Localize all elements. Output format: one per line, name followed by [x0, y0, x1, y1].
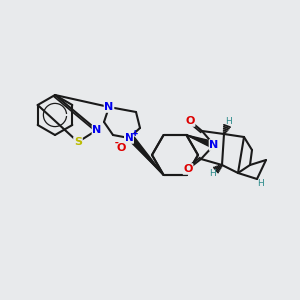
Text: O: O — [185, 116, 195, 126]
Text: O: O — [116, 143, 126, 153]
Text: N: N — [124, 133, 134, 143]
Text: N: N — [92, 125, 102, 135]
Text: N: N — [92, 125, 102, 135]
Text: N: N — [209, 140, 219, 150]
Polygon shape — [130, 137, 164, 175]
Text: S: S — [74, 137, 82, 147]
Text: +: + — [131, 128, 137, 137]
Text: H: H — [226, 116, 232, 125]
Text: N: N — [124, 133, 134, 143]
Polygon shape — [187, 135, 212, 147]
Text: O: O — [185, 116, 195, 126]
Text: N: N — [104, 102, 114, 112]
Text: +: + — [131, 128, 137, 137]
Text: -: - — [114, 139, 118, 148]
Text: O: O — [183, 164, 193, 174]
Text: S: S — [74, 137, 82, 147]
Text: -: - — [114, 139, 118, 148]
Text: H: H — [258, 179, 264, 188]
Text: H: H — [208, 169, 215, 178]
Text: O: O — [116, 143, 126, 153]
Text: N: N — [209, 140, 219, 150]
Text: N: N — [104, 102, 114, 112]
Text: O: O — [183, 164, 193, 174]
